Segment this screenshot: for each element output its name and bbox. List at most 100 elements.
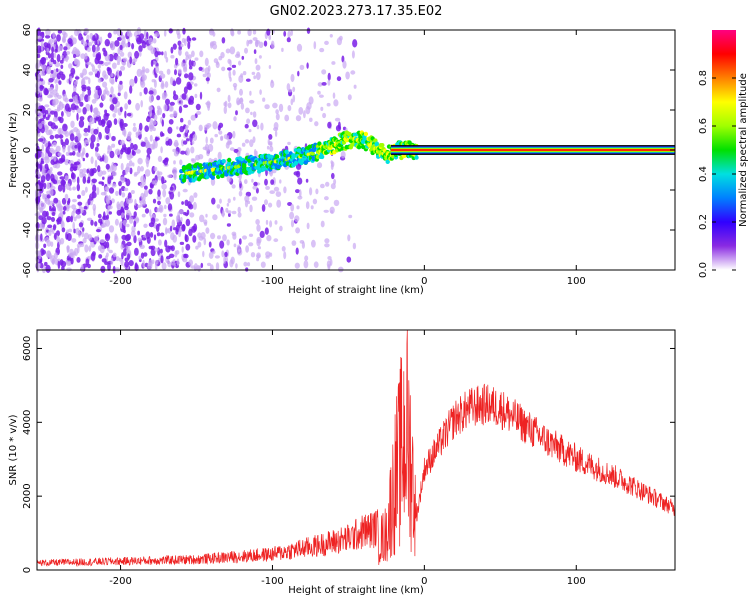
spectrogram-noise-cell (68, 98, 74, 103)
spectrogram-noise-cell (65, 151, 70, 156)
spectrogram-noise-cell (49, 134, 55, 140)
spectrogram-noise-cell (169, 225, 173, 232)
spectrogram-noise-cell (153, 140, 158, 149)
spectrogram-noise-cell (252, 119, 258, 128)
spectrogram-noise-cell (41, 216, 47, 225)
spectrogram-noise-cell (110, 42, 115, 51)
spectrogram-noise-cell (228, 70, 232, 79)
spectrogram-noise-cell (81, 190, 86, 196)
spectrogram-noise-cell (109, 150, 115, 159)
spectrogram-noise-cell (351, 50, 355, 59)
spectrogram-noise-cell (136, 37, 142, 45)
spectrogram-noise-cell (179, 241, 185, 245)
spectrogram-noise-cell (70, 103, 76, 111)
spectrogram-noise-cell (157, 107, 162, 115)
spectrogram-noise-cell (212, 31, 216, 37)
spectrogram-noise-cell (119, 118, 124, 127)
spectrogram-noise-cell (176, 258, 180, 266)
spectrogram-noise-cell (208, 241, 212, 248)
spectrogram-noise-cell (164, 157, 169, 162)
spectrogram-noise-cell (180, 99, 184, 106)
spectrogram-noise-cell (137, 204, 142, 208)
spectrogram-noise-cell (86, 46, 91, 53)
spectrogram-noise-cell (235, 110, 238, 116)
spectrogram-noise-cell (139, 182, 145, 188)
spectrogram-noise-cell (43, 125, 49, 131)
spectrogram-noise-cell (97, 213, 102, 219)
spectrogram-noise-cell (320, 220, 325, 228)
spectrogram-noise-cell (40, 233, 43, 241)
spectrogram-noise-cell (188, 37, 192, 42)
spectrogram-noise-cell (142, 259, 145, 268)
spectrogram-noise-cell (325, 181, 330, 187)
spectrogram-noise-cell (134, 50, 140, 59)
spectrogram-noise-cell (149, 109, 153, 118)
spectrogram-noise-cell (50, 173, 55, 182)
spectrogram-noise-cell (117, 47, 121, 55)
spectrogram-noise-cell (44, 88, 49, 96)
spectrogram-noise-cell (94, 221, 98, 227)
spectrogram-noise-cell (184, 125, 189, 134)
spectrogram-noise-cell (198, 66, 203, 71)
spectrogram-noise-cell (61, 55, 64, 59)
spectrogram-noise-cell (134, 247, 139, 256)
snr-y-label: SNR (10 * v/v) (8, 414, 19, 485)
spectrogram-noise-cell (87, 95, 91, 102)
spectrogram-noise-cell (47, 121, 53, 127)
spectrogram-noise-cell (316, 162, 323, 169)
spectrogram-noise-cell (94, 57, 100, 65)
spectrogram-noise-cell (189, 95, 195, 103)
spectrogram-noise-cell (322, 112, 327, 119)
spectrogram-noise-cell (152, 180, 155, 185)
spectrogram-noise-cell (57, 260, 61, 270)
spectrogram-noise-cell (74, 76, 80, 80)
spectrogram-noise-cell (140, 166, 144, 172)
spectrogram-noise-cell (58, 80, 62, 85)
spectrogram-noise-cell (318, 94, 324, 98)
spectrogram-noise-cell (336, 76, 342, 82)
spectrogram-noise-cell (45, 145, 51, 154)
spectrogram-noise-cell (45, 116, 50, 121)
spectrogram-noise-cell (198, 236, 204, 241)
spectrogram-noise-cell (155, 137, 160, 141)
spectrogram-noise-cell (233, 243, 237, 248)
spectrogram-noise-cell (111, 143, 116, 148)
spectrogram-noise-cell (181, 139, 185, 147)
spectrogram-noise-cell (227, 198, 231, 204)
spectrogram-noise-cell (126, 244, 130, 252)
spectrogram-noise-cell (207, 103, 211, 111)
spectrogram-noise-cell (74, 58, 79, 65)
spectrogram-noise-cell (66, 51, 71, 55)
spectrogram-noise-cell (53, 252, 58, 260)
spectrogram-noise-cell (292, 86, 296, 93)
spectrogram-noise-cell (44, 163, 49, 169)
spectrogram-noise-cell (106, 252, 109, 258)
spectrogram-noise-cell (43, 182, 47, 189)
spectrogram-noise-cell (149, 134, 153, 142)
spectrogram-noise-cell (113, 105, 118, 114)
spectrogram-noise-cell (230, 28, 234, 36)
spectrogram-noise-cell (59, 158, 66, 163)
spectrogram-noise-cell (147, 262, 153, 270)
spectrogram-noise-cell (44, 236, 50, 243)
spectrogram-noise-cell (254, 58, 258, 65)
spectrogram-noise-cell (211, 197, 216, 205)
spectrogram-noise-cell (122, 123, 128, 127)
spectrogram-noise-cell (149, 232, 154, 238)
spectrogram-noise-cell (220, 135, 224, 141)
spectrogram-noise-cell (275, 113, 280, 121)
spectrogram-noise-cell (109, 94, 113, 98)
spectrogram-noise-cell (52, 116, 58, 122)
spectrogram-noise-cell (191, 60, 194, 67)
spectrogram-noise-cell (97, 78, 102, 83)
colorbar-tick-label: 0.6 (698, 118, 709, 134)
spectrogram-noise-cell (170, 46, 174, 54)
spectrogram-noise-cell (109, 97, 113, 102)
spectrogram-noise-cell (87, 41, 93, 47)
spectrogram-noise-cell (52, 32, 56, 39)
spectrogram-noise-cell (181, 246, 184, 253)
spectrogram-noise-cell (75, 214, 82, 219)
spectrogram-noise-cell (48, 252, 52, 259)
spectrogram-noise-cell (124, 260, 129, 268)
